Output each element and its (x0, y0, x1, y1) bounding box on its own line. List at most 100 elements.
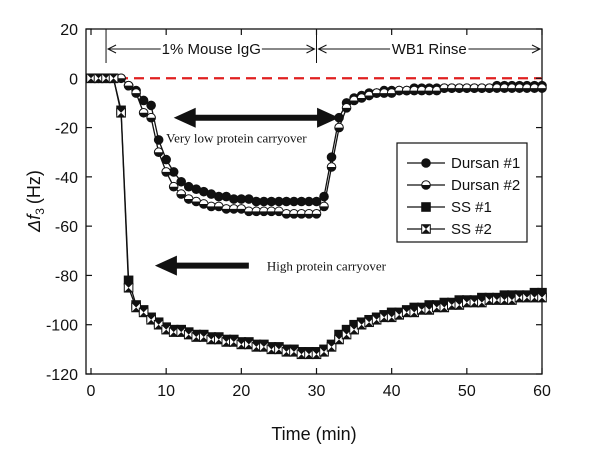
data-point (176, 176, 186, 187)
legend-label: SS #1 (451, 199, 492, 216)
data-point (116, 107, 126, 118)
phase-markers: 1% Mouse IgG WB1 Rinse (105, 29, 543, 63)
data-point (514, 83, 525, 93)
data-point (289, 209, 299, 219)
data-point (447, 83, 457, 93)
annotation-text: Very low protein carryover (166, 131, 307, 146)
y-axis-title-main: Δf (24, 213, 44, 233)
legend-entry: Dursan #2 (407, 177, 520, 194)
data-point (229, 204, 239, 214)
data-point (191, 196, 202, 207)
legend-box (396, 142, 528, 243)
data-point (334, 334, 344, 345)
phase-arrowhead (106, 44, 117, 54)
data-point (421, 224, 431, 234)
data-point (537, 83, 547, 93)
data-point (153, 147, 164, 158)
data-point (161, 167, 171, 177)
x-tick-label: 30 (308, 383, 326, 400)
data-point (311, 196, 322, 207)
phase-label: 1% Mouse IgG (162, 41, 261, 58)
x-tick-label: 0 (87, 383, 96, 400)
data-point (379, 88, 389, 98)
data-point (123, 80, 134, 91)
data-point (349, 324, 359, 335)
legend-label: Dursan #2 (451, 177, 520, 194)
data-point (131, 88, 141, 98)
annotation-arrowhead (154, 255, 177, 276)
data-point (424, 85, 435, 96)
data-point (206, 201, 217, 212)
phase-arrowhead (317, 44, 327, 54)
data-point (213, 201, 224, 212)
data-point (108, 73, 119, 84)
series-ss-2 (86, 73, 547, 360)
y-axis-title: Δf3 (Hz) (24, 170, 47, 233)
y-tick-label: -120 (46, 367, 78, 384)
phase-label: WB1 Rinse (392, 41, 467, 58)
data-point (146, 314, 156, 325)
series-layer (86, 73, 547, 360)
data-point (296, 209, 307, 219)
data-point (259, 206, 269, 217)
data-point (349, 95, 359, 106)
data-point (334, 122, 344, 133)
data-point (244, 206, 254, 217)
data-point (431, 85, 442, 96)
data-point (421, 202, 431, 212)
data-point (168, 181, 179, 192)
y-axis-title-unit: (Hz) (24, 170, 44, 204)
data-point (116, 73, 126, 84)
data-point (138, 307, 149, 318)
data-point (341, 103, 352, 113)
y-axis: 20 0 -20 -40 -60 -80 -100 -120 (46, 22, 542, 384)
y-tick-label: -100 (46, 318, 78, 335)
data-point (259, 342, 269, 352)
data-point (364, 90, 374, 101)
y-tick-label: -40 (55, 170, 78, 187)
data-point (484, 83, 495, 93)
x-tick-label: 20 (232, 383, 250, 400)
data-point (274, 206, 284, 217)
legend-entry: SS #1 (407, 199, 492, 216)
annotation-1: Very low protein carryover (166, 107, 340, 146)
data-point (364, 317, 374, 328)
legend-entry: SS #2 (407, 221, 492, 238)
data-point (341, 329, 352, 340)
annotation-arrowhead (317, 107, 340, 128)
data-point (439, 83, 450, 93)
data-point (537, 292, 547, 303)
y-tick-label: -20 (55, 121, 78, 138)
data-point (326, 342, 337, 352)
phase-arrowhead (531, 44, 542, 54)
legend-label: SS #2 (451, 221, 492, 238)
data-point (138, 107, 149, 118)
data-point (326, 162, 337, 172)
data-point (421, 180, 431, 190)
data-point (146, 112, 156, 123)
data-point (319, 201, 329, 212)
y-tick-label: 0 (69, 71, 78, 88)
annotation-text: High protein carryover (267, 259, 387, 274)
plot-frame (85, 28, 543, 375)
legend-entry: Dursan #1 (407, 155, 520, 172)
y-tick-label: -60 (55, 219, 78, 236)
data-point (153, 319, 164, 330)
data-point (198, 332, 209, 342)
data-point (146, 100, 156, 111)
legend-label: Dursan #1 (451, 155, 520, 172)
y-tick-label: -80 (55, 268, 78, 285)
data-point (236, 204, 247, 214)
data-point (311, 209, 322, 219)
data-point (176, 189, 186, 199)
x-tick-label: 60 (533, 383, 551, 400)
x-tick-label: 10 (157, 383, 175, 400)
data-point (319, 347, 329, 357)
data-point (492, 83, 502, 93)
legend: Dursan #1 Dursan #2 SS #1 SS #2 (396, 142, 528, 243)
phase-arrowhead (306, 44, 316, 54)
annotation-arrowhead (173, 107, 196, 128)
x-tick-label: 40 (383, 383, 401, 400)
data-point (304, 209, 314, 219)
